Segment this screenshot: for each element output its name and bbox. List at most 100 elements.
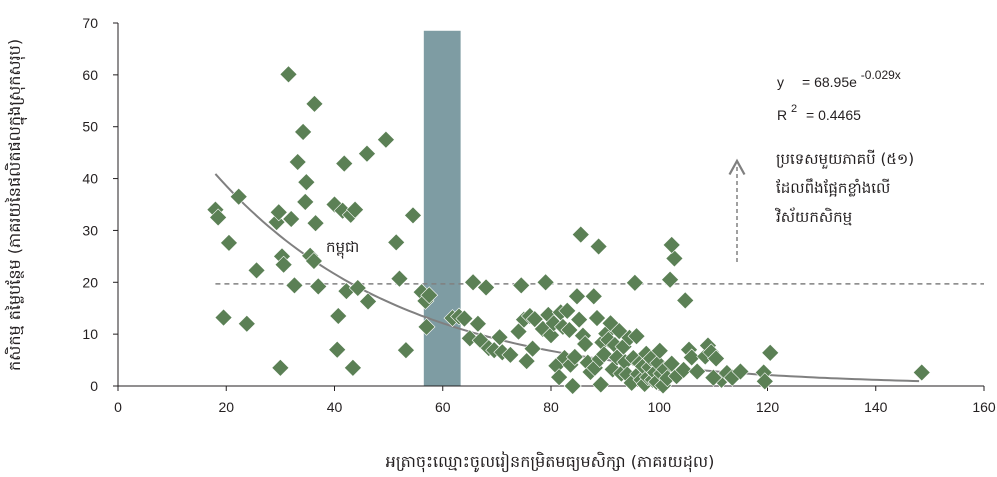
data-point [376,130,395,149]
y-tick-label: 50 [82,119,98,135]
trend-equation: y = 68.95e -0.029x R 2 = 0.4465 [777,68,901,123]
data-point [610,322,629,340]
point-label-cambodia: កម្ពុជា [326,238,359,259]
data-point [346,200,364,219]
data-point [328,340,347,359]
data-point [343,358,362,377]
data-point [309,277,328,296]
data-point [755,372,774,391]
data-point [912,363,931,382]
data-point [591,375,610,394]
x-tick-label: 160 [972,399,996,415]
y-tick-label: 30 [82,222,98,238]
data-point [460,329,479,348]
data-point [542,326,560,345]
data-point [237,314,256,333]
axes: 0 20 40 60 80 100 120 140 160 0 10 20 30 40 50 60 70 [82,15,995,415]
data-point [247,261,266,280]
data-point [390,269,409,288]
y-tick-label: 20 [82,274,98,290]
y-tick-label: 0 [90,378,98,394]
equation-y-label: y [777,74,784,90]
data-point [387,233,406,252]
data-point [220,233,238,252]
data-point [570,310,589,329]
data-point [625,273,644,292]
data-point [420,286,439,305]
x-tick-label: 0 [114,399,122,415]
data-point [267,213,286,232]
data-point [627,327,646,346]
data-point [674,360,693,379]
data-point [417,317,436,336]
equation-rhs: = 68.95e [802,74,857,90]
data-point [397,341,415,360]
annotation-line-2: ដែលពឹងផ្អែកខ្លាំងលើ [776,178,890,197]
data-point [305,94,324,113]
data-point [305,252,323,270]
data-point [589,237,608,256]
data-point [358,144,376,163]
data-point [269,203,288,222]
x-tick-label: 20 [218,399,234,415]
data-point [563,377,582,395]
data-point [704,368,723,387]
data-point [512,276,531,295]
y-tick-label: 60 [82,67,98,83]
data-point [455,309,474,328]
data-point [676,291,695,310]
x-tick-label: 80 [543,399,559,415]
data-point [595,345,613,364]
data-point [282,210,301,228]
data-point [571,225,590,244]
data-point [296,192,315,211]
data-points [206,65,931,395]
annotation-block: ប្រទេសមួយភាគបី (៥១) ដែលពឹងផ្អែកខ្លាំងលើ … [775,149,914,226]
data-point [517,352,536,371]
data-point [584,287,603,306]
data-point [665,249,684,268]
data-point [565,348,584,366]
data-point [214,308,233,327]
data-point [523,339,542,358]
data-point [288,153,307,171]
data-point [404,206,422,225]
data-point [576,335,595,353]
data-point [707,349,726,368]
data-point [588,309,606,327]
data-point [650,341,669,360]
data-point [603,360,622,379]
data-point [688,362,707,381]
data-point [662,236,681,254]
y-tick-label: 70 [82,15,98,31]
data-point [525,310,544,329]
data-point [348,279,367,297]
data-point [209,208,228,227]
y-tick-label: 40 [82,171,98,187]
svg-text:y = 68.95e -0.029x: y = 68.95e -0.029x [777,68,901,90]
data-point [501,345,520,364]
x-tick-label: 60 [435,399,451,415]
annotation-line-1: ប្រទេសមួយភាគបី (៥១) [776,149,914,169]
data-point [477,278,495,297]
equation-exponent: -0.029x [861,68,901,82]
y-tick-label: 10 [82,326,98,342]
data-point [558,301,577,320]
annotation-line-3: វិស័យកសិកម្ម [775,207,852,226]
data-point [359,292,377,311]
data-point [560,321,579,339]
data-point [271,358,290,377]
r-squared-label: R [777,107,787,123]
data-point [731,362,750,381]
data-point [464,273,482,292]
r-squared-value: = 0.4465 [806,107,861,123]
svg-text:R 2 = 0.4465: R 2 = 0.4465 [777,99,861,123]
trendline-layer [214,173,920,383]
data-point [306,214,325,233]
trendline [214,173,920,383]
data-point [279,65,298,84]
data-point [294,122,313,141]
data-point [568,287,586,306]
data-point [229,187,248,206]
